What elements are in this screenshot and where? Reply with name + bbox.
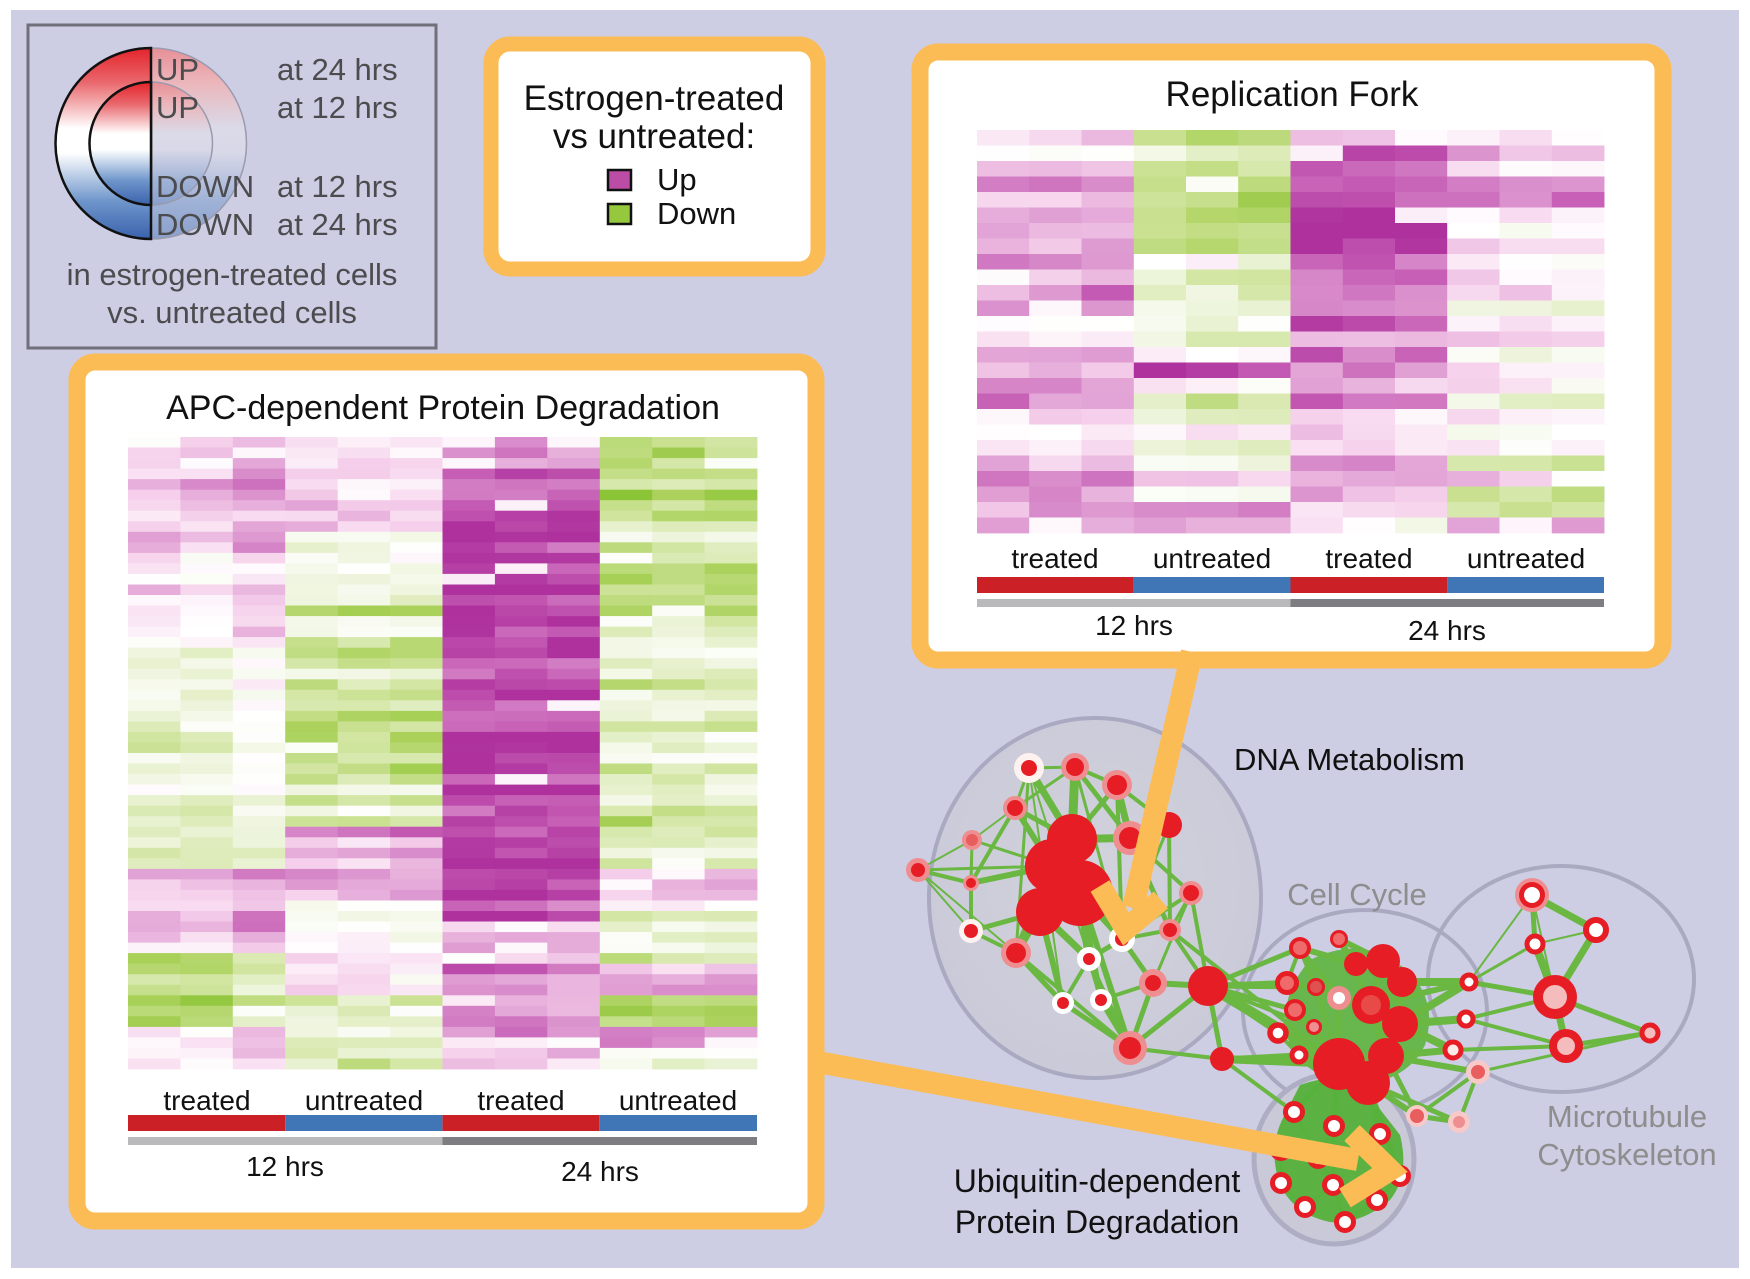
svg-text:in estrogen-treated cells: in estrogen-treated cells: [67, 257, 398, 292]
svg-text:UP: UP: [156, 52, 199, 87]
svg-text:Protein Degradation: Protein Degradation: [955, 1204, 1240, 1240]
svg-text:untreated: untreated: [1153, 543, 1271, 574]
svg-text:untreated: untreated: [1467, 543, 1585, 574]
svg-text:APC-dependent Protein Degradat: APC-dependent Protein Degradation: [166, 389, 720, 427]
svg-text:treated: treated: [1011, 543, 1098, 574]
svg-text:DOWN: DOWN: [156, 207, 254, 242]
svg-text:24 hrs: 24 hrs: [1408, 615, 1486, 646]
svg-text:Microtubule: Microtubule: [1547, 1099, 1707, 1134]
svg-text:untreated: untreated: [619, 1085, 737, 1116]
svg-text:at 24 hrs: at 24 hrs: [277, 52, 398, 87]
svg-text:Ubiquitin-dependent: Ubiquitin-dependent: [954, 1163, 1241, 1199]
svg-text:DNA Metabolism: DNA Metabolism: [1234, 742, 1465, 777]
svg-text:24 hrs: 24 hrs: [561, 1156, 639, 1187]
svg-text:treated: treated: [477, 1085, 564, 1116]
svg-text:DOWN: DOWN: [156, 169, 254, 204]
svg-text:UP: UP: [156, 90, 199, 125]
svg-text:untreated: untreated: [305, 1085, 423, 1116]
svg-text:at 12 hrs: at 12 hrs: [277, 169, 398, 204]
svg-text:at 24 hrs: at 24 hrs: [277, 207, 398, 242]
svg-text:Estrogen-treated: Estrogen-treated: [524, 79, 785, 118]
svg-text:Replication Fork: Replication Fork: [1166, 75, 1419, 114]
svg-text:12 hrs: 12 hrs: [246, 1151, 324, 1182]
svg-text:Up: Up: [657, 162, 697, 197]
svg-text:Down: Down: [657, 196, 736, 231]
svg-text:Cell Cycle: Cell Cycle: [1287, 877, 1427, 912]
svg-text:treated: treated: [163, 1085, 250, 1116]
svg-text:vs untreated:: vs untreated:: [553, 117, 755, 156]
svg-text:at 12 hrs: at 12 hrs: [277, 90, 398, 125]
svg-text:treated: treated: [1325, 543, 1412, 574]
svg-text:Cytoskeleton: Cytoskeleton: [1537, 1137, 1716, 1172]
svg-text:12 hrs: 12 hrs: [1095, 610, 1173, 641]
svg-text:vs. untreated cells: vs. untreated cells: [107, 295, 357, 330]
